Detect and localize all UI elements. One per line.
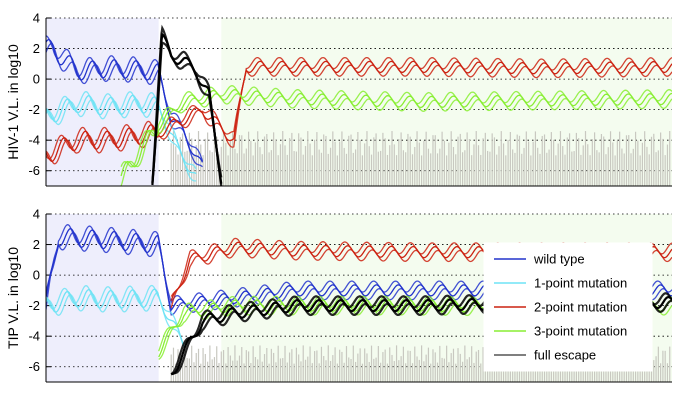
series-line-3-point-mutation: [120, 85, 672, 168]
y-tick-label: -6: [28, 163, 40, 178]
y-tick-label: 4: [33, 207, 40, 222]
series-line-2-point-mutation: [46, 56, 672, 160]
legend-label: full escape: [534, 348, 596, 363]
series-line-wild-type: [46, 35, 204, 162]
y-tick-label: -6: [28, 359, 40, 374]
series-line-1-point-mutation: [46, 284, 185, 346]
series-lines: [46, 24, 672, 186]
y-tick-label: -4: [28, 329, 40, 344]
y-tick-label: 0: [33, 268, 40, 283]
legend-label: 2-point mutation: [534, 300, 627, 315]
legend-label: 3-point mutation: [534, 324, 627, 339]
y-tick-label: 0: [33, 72, 40, 87]
legend-label: 1-point mutation: [534, 276, 627, 291]
trajectory-noise: [170, 131, 671, 186]
y-tick-label: -2: [28, 102, 40, 117]
y-axis-label: TIP V.L. in log10: [5, 247, 21, 349]
legend-label: wild type: [533, 252, 585, 267]
series-line-full-escape: [151, 24, 223, 184]
series-line-3-point-mutation: [120, 89, 672, 177]
chart-panel-1: 4 2 0 -2 -4 -6 HIV-1 V.L. in log10: [5, 11, 672, 187]
y-tick-label: -2: [28, 298, 40, 313]
chart-panel-2: 4 2 0 -2 -4 -6 TIP V.L. in log10 wild type 1-poi…: [5, 207, 672, 383]
y-axis-label: HIV-1 V.L. in log10: [5, 44, 21, 160]
legend: wild type 1-point mutation 2-point mutatio…: [483, 242, 653, 372]
y-tick-label: 2: [33, 237, 40, 252]
y-tick-label: 4: [33, 11, 40, 26]
y-tick-label: -4: [28, 133, 40, 148]
y-tick-label: 2: [33, 41, 40, 56]
series-line-1-point-mutation: [46, 94, 197, 175]
series-line-1-point-mutation: [46, 91, 197, 170]
